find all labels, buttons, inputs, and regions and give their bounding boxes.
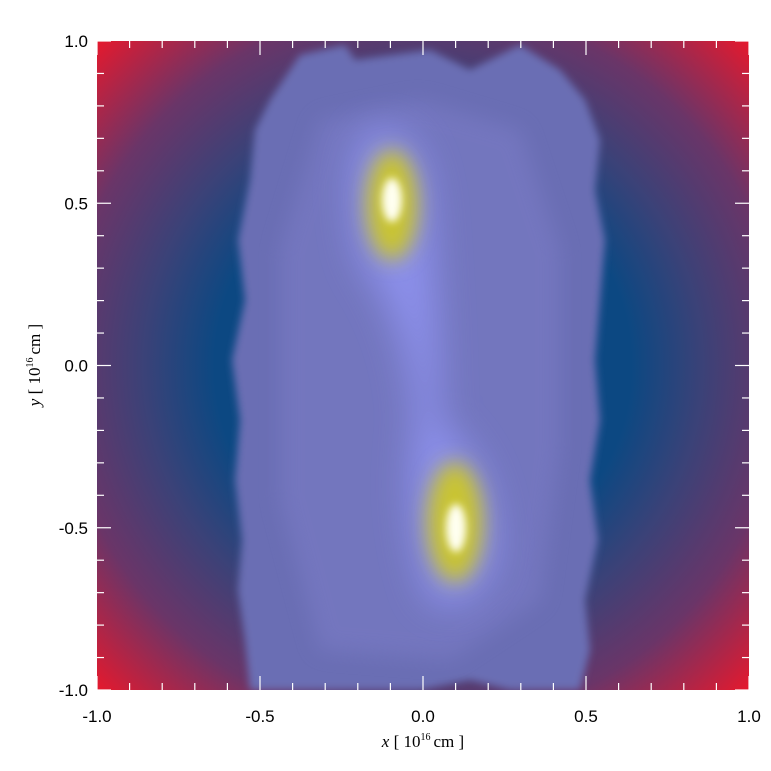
y-tick-label: 0.0	[64, 357, 88, 376]
axis-exponent: 16	[421, 732, 431, 743]
ticks	[96, 40, 750, 691]
x-tick-label: -1.0	[82, 707, 111, 726]
y-tick-label: 0.5	[64, 194, 88, 213]
axis-symbol: x	[381, 732, 390, 751]
y-tick-label: -0.5	[59, 519, 88, 538]
x-tick-label: 0.5	[574, 707, 598, 726]
x-axis-label: x [ 1016 cm ]	[381, 732, 464, 751]
x-tick-label: 1.0	[737, 707, 761, 726]
image-field	[97, 41, 749, 690]
axis-exponent: 16	[25, 357, 36, 367]
axis-unit: cm ]	[25, 324, 44, 355]
axis-symbol: y	[25, 398, 44, 408]
x-tick-label: 0.0	[411, 707, 435, 726]
y-tick-label: 1.0	[64, 32, 88, 51]
axis-unit: [ 10	[394, 732, 421, 751]
axis-unit: cm ]	[434, 732, 465, 751]
y-axis-label: y [ 1016 cm ]	[25, 324, 44, 408]
axis-unit: [ 10	[25, 367, 44, 394]
y-tick-label: -1.0	[59, 681, 88, 700]
x-tick-label: -0.5	[245, 707, 274, 726]
